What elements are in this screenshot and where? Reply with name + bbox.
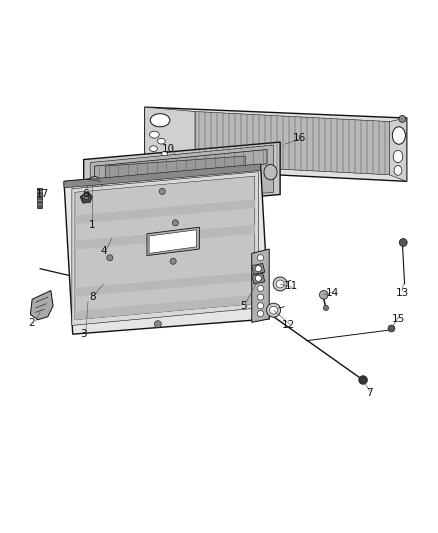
Circle shape — [399, 116, 406, 123]
Polygon shape — [64, 164, 269, 334]
Polygon shape — [147, 227, 199, 256]
Circle shape — [258, 277, 264, 282]
Circle shape — [154, 321, 161, 328]
Circle shape — [255, 275, 261, 281]
Polygon shape — [64, 164, 261, 188]
Polygon shape — [106, 156, 245, 180]
Polygon shape — [145, 107, 195, 168]
Ellipse shape — [157, 139, 165, 144]
Text: 1: 1 — [89, 220, 95, 230]
Polygon shape — [72, 172, 258, 326]
Polygon shape — [252, 249, 269, 322]
Polygon shape — [149, 230, 196, 253]
Text: 16: 16 — [293, 133, 307, 143]
Polygon shape — [75, 295, 255, 320]
Ellipse shape — [150, 146, 157, 151]
Circle shape — [267, 303, 281, 317]
Text: 4: 4 — [100, 246, 106, 256]
Polygon shape — [75, 199, 255, 224]
Polygon shape — [75, 176, 255, 320]
Text: 10: 10 — [162, 143, 175, 154]
Text: 17: 17 — [35, 189, 49, 199]
Text: 5: 5 — [240, 301, 246, 311]
Polygon shape — [84, 142, 280, 212]
Circle shape — [319, 290, 328, 299]
Text: 12: 12 — [282, 320, 296, 330]
Ellipse shape — [394, 166, 402, 175]
Circle shape — [323, 305, 328, 311]
Polygon shape — [145, 107, 407, 181]
Polygon shape — [30, 290, 53, 320]
Circle shape — [170, 258, 176, 264]
Text: 11: 11 — [284, 281, 298, 291]
Circle shape — [258, 285, 264, 292]
Circle shape — [255, 265, 261, 272]
Circle shape — [258, 303, 264, 309]
Circle shape — [273, 277, 287, 291]
Text: 14: 14 — [326, 288, 339, 298]
Circle shape — [359, 376, 367, 384]
Polygon shape — [75, 272, 255, 297]
Polygon shape — [195, 111, 389, 175]
Circle shape — [270, 306, 278, 314]
Circle shape — [172, 220, 178, 226]
Ellipse shape — [392, 127, 406, 144]
Text: 15: 15 — [392, 314, 405, 324]
Ellipse shape — [150, 131, 159, 138]
Circle shape — [258, 311, 264, 317]
Polygon shape — [252, 263, 265, 274]
Circle shape — [258, 265, 264, 272]
Ellipse shape — [264, 165, 277, 180]
Circle shape — [276, 280, 284, 288]
Circle shape — [258, 255, 264, 261]
Ellipse shape — [393, 150, 403, 163]
Polygon shape — [37, 188, 42, 207]
Polygon shape — [75, 225, 255, 249]
Polygon shape — [90, 145, 274, 209]
Polygon shape — [80, 191, 92, 203]
Polygon shape — [389, 118, 407, 181]
Text: 13: 13 — [396, 288, 409, 298]
Text: 8: 8 — [89, 292, 95, 302]
Circle shape — [107, 255, 113, 261]
Circle shape — [84, 195, 88, 200]
Text: 7: 7 — [366, 388, 373, 398]
Polygon shape — [252, 273, 265, 284]
Circle shape — [258, 294, 264, 300]
Text: 6: 6 — [82, 189, 89, 199]
Ellipse shape — [150, 114, 170, 127]
Circle shape — [159, 188, 165, 195]
Text: 3: 3 — [80, 329, 87, 339]
Circle shape — [154, 294, 162, 302]
Circle shape — [399, 239, 407, 246]
Circle shape — [388, 325, 395, 332]
Ellipse shape — [87, 176, 102, 194]
Text: 2: 2 — [28, 318, 35, 328]
Circle shape — [83, 193, 89, 200]
Polygon shape — [95, 149, 267, 180]
Ellipse shape — [161, 152, 167, 156]
